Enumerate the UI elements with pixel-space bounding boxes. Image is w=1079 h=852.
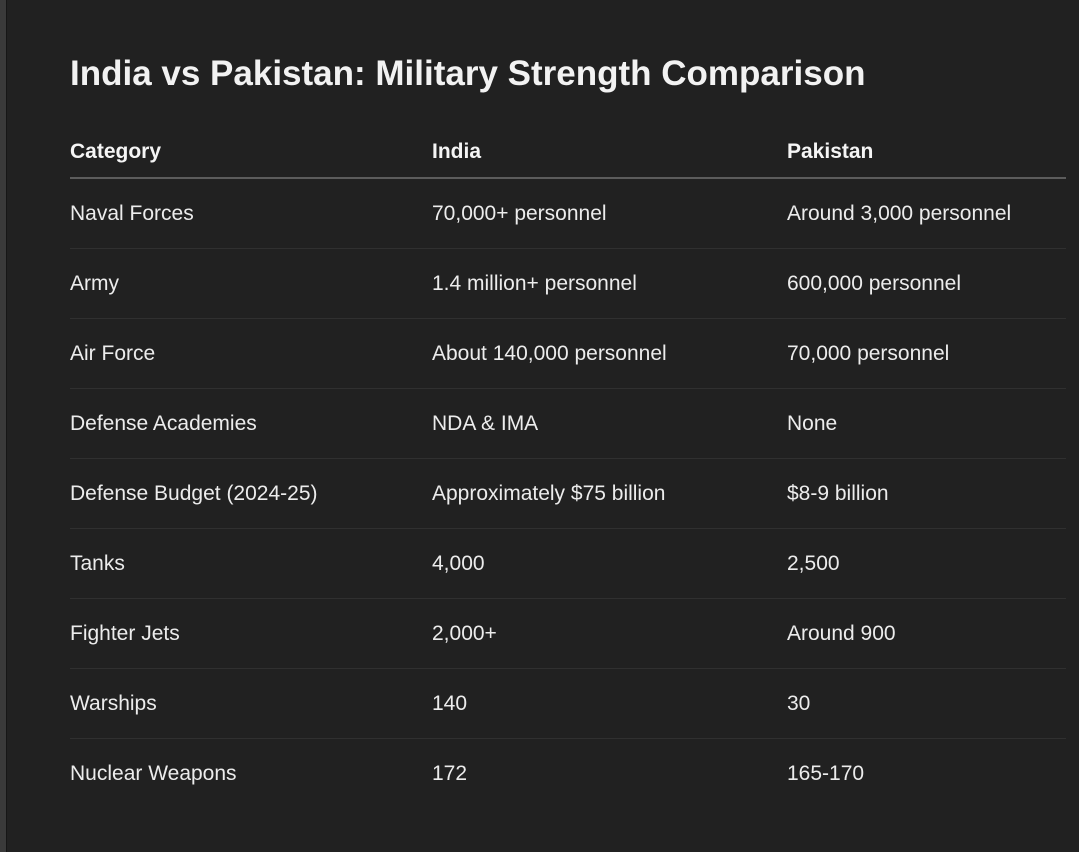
table-row: Defense Academies NDA & IMA None: [70, 388, 1066, 459]
category-cell: Warships: [70, 668, 432, 739]
page-title: India vs Pakistan: Military Strength Com…: [70, 54, 866, 93]
pakistan-cell: 70,000 personnel: [787, 318, 1066, 389]
category-cell: Nuclear Weapons: [70, 761, 237, 785]
category-cell: Army: [70, 248, 432, 319]
table-row: Defense Budget (2024-25) Approximately $…: [70, 458, 1066, 529]
category-cell: Defense Academies: [70, 388, 432, 459]
pakistan-cell: 2,500: [787, 528, 1066, 599]
india-cell: 2,000+: [432, 598, 787, 669]
pakistan-cell: $8-9 billion: [787, 458, 1066, 529]
table-row: Warships 140 30: [70, 668, 1066, 739]
india-cell: 70,000+ personnel: [432, 178, 787, 249]
comparison-table: Category India Pakistan Naval Forces 70,…: [70, 126, 1066, 808]
india-cell: NDA & IMA: [432, 388, 787, 459]
category-cell: Fighter Jets: [70, 598, 432, 669]
table-row: Naval Forces 70,000+ personnel Around 3,…: [70, 178, 1066, 249]
india-cell: Approximately $75 billion: [432, 458, 787, 529]
pakistan-cell: Around 3,000 personnel: [787, 178, 1066, 249]
comparison-table-container: Category India Pakistan Naval Forces 70,…: [70, 126, 1066, 808]
india-cell: 172: [432, 761, 468, 785]
india-cell: 1.4 million+ personnel: [432, 248, 787, 319]
pakistan-cell: 165-170: [787, 761, 865, 785]
category-cell: Naval Forces: [70, 178, 432, 249]
table-row: Fighter Jets 2,000+ Around 900: [70, 598, 1066, 669]
pakistan-cell: None: [787, 388, 1066, 459]
category-cell: Tanks: [70, 528, 432, 599]
window-left-edge: [0, 0, 6, 852]
india-cell: 140: [432, 668, 787, 739]
column-header-pakistan: Pakistan: [787, 126, 1066, 179]
pakistan-cell: 600,000 personnel: [787, 248, 1066, 319]
column-header-india: India: [432, 126, 787, 179]
india-cell: 4,000: [432, 528, 787, 599]
table-row: Nuclear Weapons 172 165-170: [70, 739, 1066, 809]
pakistan-cell: Around 900: [787, 598, 1066, 669]
india-cell: About 140,000 personnel: [432, 318, 787, 389]
column-header-category: Category: [70, 126, 432, 179]
window-left-edge-line: [6, 0, 7, 852]
table-row: Tanks 4,000 2,500: [70, 528, 1066, 599]
category-cell: Air Force: [70, 318, 432, 389]
table-row: Air Force About 140,000 personnel 70,000…: [70, 318, 1066, 389]
table-row: Army 1.4 million+ personnel 600,000 pers…: [70, 248, 1066, 319]
table-header-row: Category India Pakistan: [70, 126, 1066, 179]
category-cell: Defense Budget (2024-25): [70, 458, 432, 529]
pakistan-cell: 30: [787, 668, 1066, 739]
